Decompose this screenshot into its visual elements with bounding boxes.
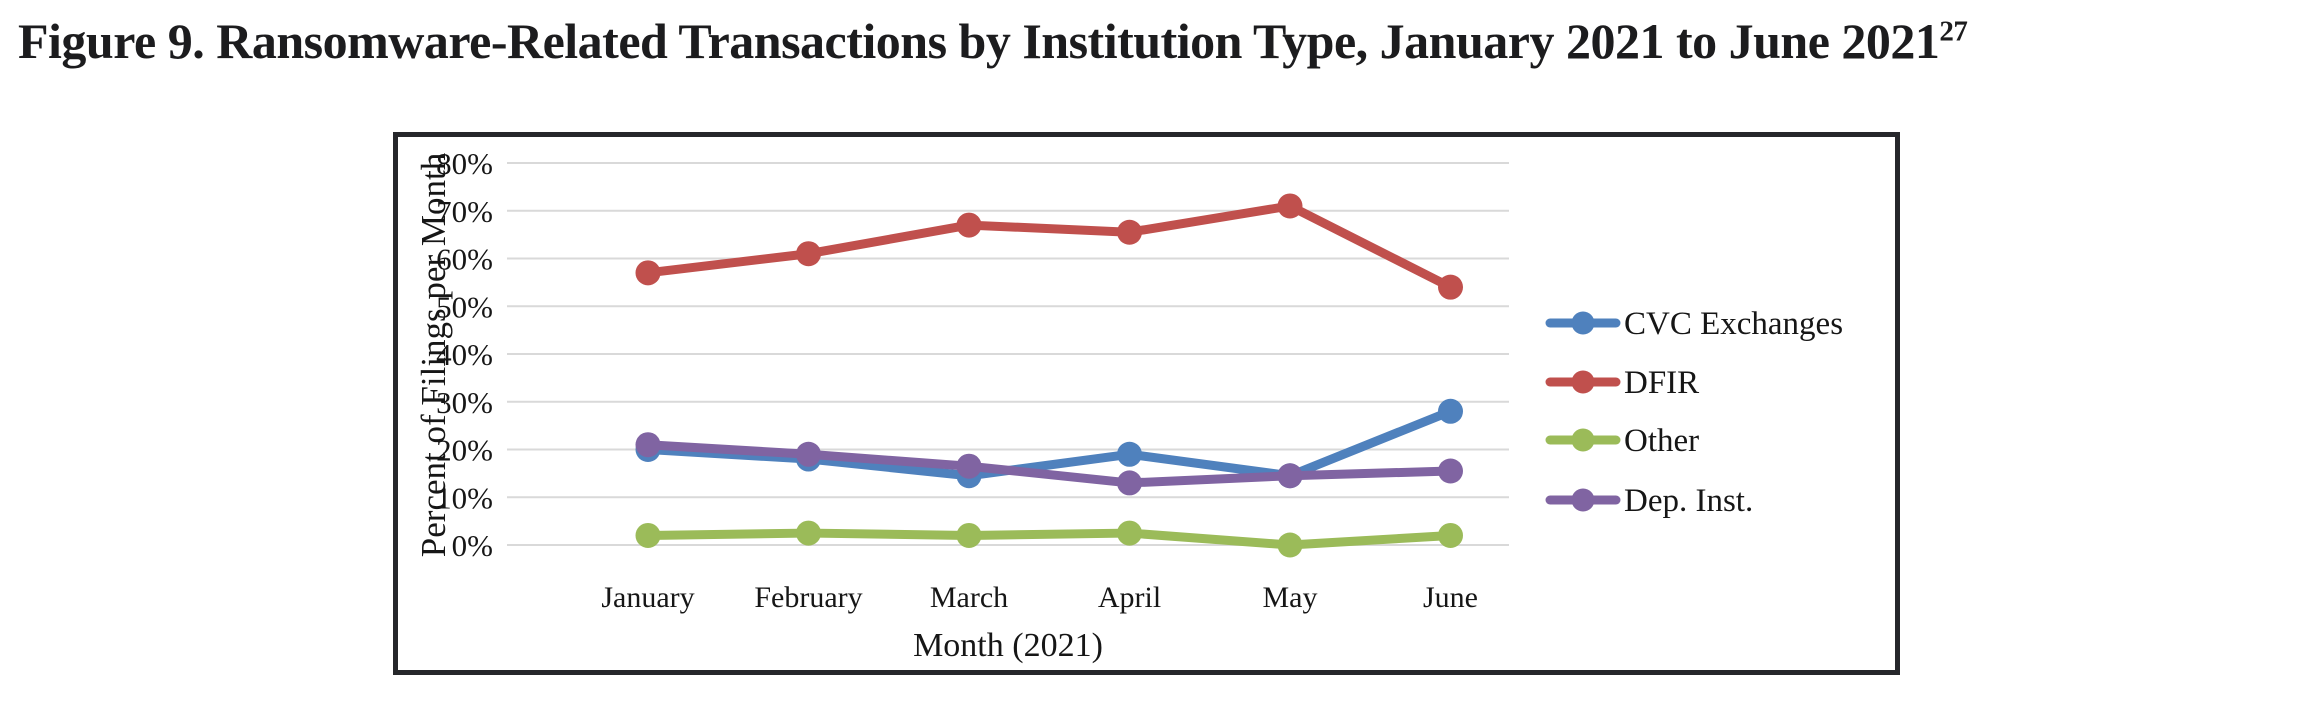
- data-point-dfir-february: [796, 241, 821, 267]
- data-point-dep-inst-march: [956, 453, 982, 479]
- series-line-other: [643, 528, 1455, 550]
- data-point-other-march: [956, 522, 982, 548]
- series-line-dfir: [643, 201, 1455, 292]
- y-axis-title: Percent of Filings per Month: [414, 152, 453, 557]
- legend-marker-point-dep-inst: [1571, 488, 1595, 512]
- legend-label-dep-inst: Dep. Inst.: [1624, 483, 1753, 519]
- x-tick-label: April: [1098, 581, 1161, 614]
- y-tick-label: 10%: [436, 480, 493, 515]
- legend-marker-point-dfir: [1571, 370, 1595, 394]
- data-point-cvc-exchanges-june: [1438, 398, 1463, 424]
- series-line-cvc-exchanges: [643, 406, 1455, 481]
- line-chart: 0% 10% 20% 30% 40% 50% 60% 70% 80%Percent of Fil…: [414, 146, 1843, 664]
- legend-label-other: Other: [1624, 423, 1699, 459]
- data-point-other-may: [1277, 532, 1303, 558]
- data-point-dfir-january: [635, 260, 661, 286]
- legend-label-cvc-exchanges: CVC Exchanges: [1624, 306, 1843, 342]
- y-tick-label: 60%: [436, 242, 493, 277]
- y-tick-label: 80%: [436, 146, 493, 181]
- legend-marker-point-cvc-exchanges: [1571, 311, 1595, 335]
- data-point-dfir-april: [1117, 219, 1142, 245]
- data-point-dep-inst-april: [1117, 470, 1142, 496]
- figure-title: Figure 9. Ransomware-Related Transaction…: [18, 12, 2298, 70]
- figure-title-text: Figure 9. Ransomware-Related Transaction…: [18, 13, 1940, 69]
- data-point-dfir-may: [1277, 193, 1303, 219]
- data-point-other-february: [796, 520, 821, 546]
- data-point-dfir-june: [1438, 274, 1463, 300]
- data-point-cvc-exchanges-april: [1117, 441, 1142, 467]
- x-tick-label: May: [1263, 581, 1318, 614]
- x-tick-label: February: [754, 581, 862, 614]
- legend-marker-point-other: [1571, 428, 1595, 452]
- figure-title-footnote-superscript: 27: [1939, 15, 1968, 48]
- x-tick-label: January: [601, 581, 694, 614]
- y-tick-label: 40%: [436, 337, 493, 372]
- data-point-dep-inst-february: [796, 441, 821, 467]
- legend-label-dfir: DFIR: [1624, 365, 1699, 401]
- y-tick-label: 20%: [436, 433, 493, 468]
- series-line-dep-inst: [643, 440, 1455, 488]
- data-point-other-january: [635, 522, 661, 548]
- data-point-dep-inst-may: [1277, 463, 1303, 489]
- y-tick-label: 0%: [452, 528, 493, 563]
- y-tick-label: 70%: [436, 194, 493, 229]
- data-point-other-april: [1117, 520, 1142, 546]
- data-point-dep-inst-january: [635, 432, 661, 458]
- y-tick-label: 30%: [436, 385, 493, 420]
- x-axis-title: Month (2021): [913, 627, 1103, 664]
- y-tick-label: 50%: [436, 289, 493, 324]
- data-point-dep-inst-june: [1438, 458, 1463, 484]
- x-tick-label: June: [1423, 581, 1478, 614]
- data-point-dfir-march: [956, 212, 982, 238]
- chart-frame: 0% 10% 20% 30% 40% 50% 60% 70% 80% Percent of Fil…: [393, 132, 1900, 675]
- data-point-other-june: [1438, 522, 1463, 548]
- x-tick-label: March: [930, 581, 1008, 614]
